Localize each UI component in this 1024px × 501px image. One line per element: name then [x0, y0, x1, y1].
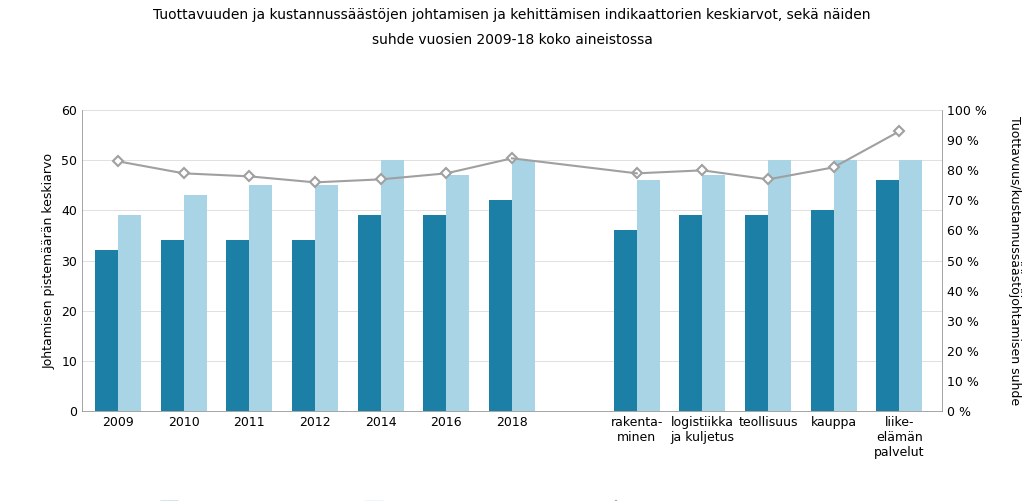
Bar	[250, 185, 272, 411]
Bar	[226, 240, 250, 411]
Bar	[899, 160, 923, 411]
Bar	[292, 240, 315, 411]
Bar	[877, 180, 899, 411]
Bar	[118, 215, 141, 411]
Bar	[745, 215, 768, 411]
Bar	[512, 160, 535, 411]
Bar	[161, 240, 183, 411]
Bar	[381, 160, 403, 411]
Bar	[183, 195, 207, 411]
Bar	[834, 160, 857, 411]
Bar	[637, 180, 659, 411]
Bar	[446, 175, 469, 411]
Y-axis label: Tuottavuus/kustannussäästöjohtamisen suhde: Tuottavuus/kustannussäästöjohtamisen suh…	[1008, 116, 1021, 405]
Bar	[423, 215, 446, 411]
Bar	[680, 215, 702, 411]
Text: Tuottavuuden ja kustannussäästöjen johtamisen ja kehittämisen indikaattorien kes: Tuottavuuden ja kustannussäästöjen johta…	[154, 8, 870, 22]
Bar	[95, 250, 118, 411]
Bar	[768, 160, 792, 411]
Y-axis label: Johtamisen pistemäärän keskiarvo: Johtamisen pistemäärän keskiarvo	[43, 152, 55, 369]
Bar	[489, 200, 512, 411]
Legend: Tuottavuuden johtaminen, Kustannussäästöjen johtaminen, Tuottavuus / kustannussä: Tuottavuuden johtaminen, Kustannussäästö…	[155, 496, 869, 501]
Bar	[702, 175, 725, 411]
Bar	[357, 215, 381, 411]
Bar	[811, 210, 834, 411]
Bar	[613, 230, 637, 411]
Bar	[315, 185, 338, 411]
Text: suhde vuosien 2009-18 koko aineistossa: suhde vuosien 2009-18 koko aineistossa	[372, 33, 652, 47]
